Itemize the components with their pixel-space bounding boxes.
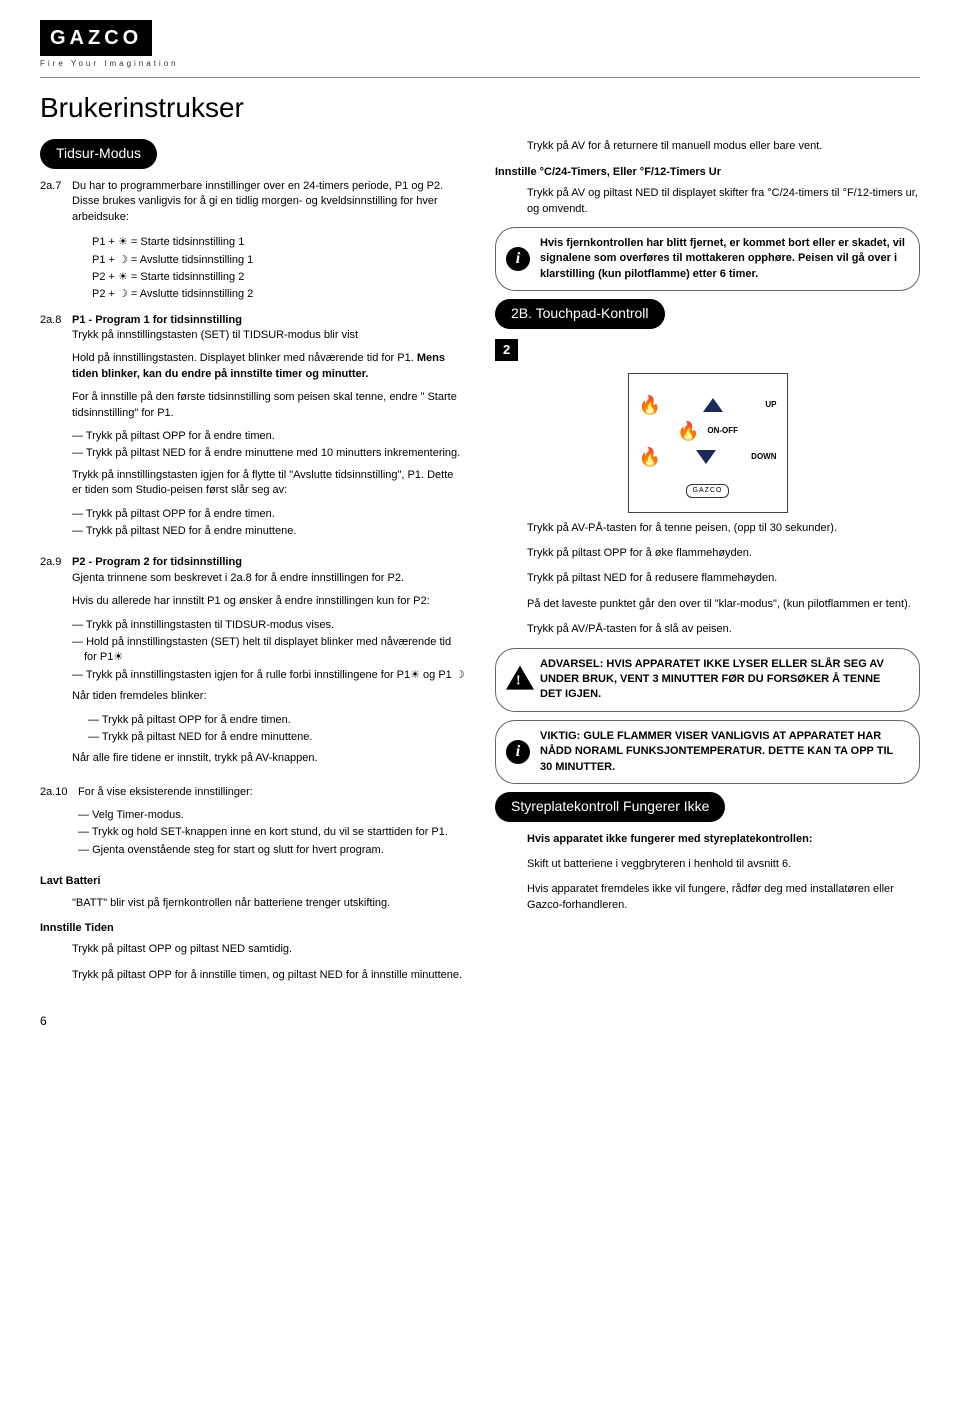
section-2a9: 2a.9 P2 - Program 2 for tidsinnstilling … [40, 555, 465, 774]
paragraph: For å vise eksisterende innstillinger: [78, 785, 465, 800]
prog-line: P2 + ☀ = Starte tidsinnstilling 2 [92, 270, 465, 285]
section-pill-failure: Styreplatekontroll Fungerer Ikke [495, 792, 725, 822]
page-title: Brukerinstrukser [40, 88, 920, 127]
up-label: UP [765, 399, 776, 410]
touchpad-diagram: 🔥 UP 🔥 ON-OFF 🔥 DOWN GAZCO [628, 373, 788, 513]
onoff-label: ON-OFF [707, 425, 738, 436]
paragraph: Skift ut batteriene i veggbryteren i hen… [527, 857, 920, 872]
section-body: Du har to programmerbare innstillinger o… [72, 179, 465, 225]
paragraph: Trykk på AV/PÅ-tasten for å slå av peise… [527, 622, 920, 637]
dash-list: Velg Timer-modus. Trykk og hold SET-knap… [78, 808, 465, 858]
paragraph: Gjenta trinnene som beskrevet i 2a.8 for… [72, 571, 465, 586]
touchpad-brand-label: GAZCO [686, 484, 730, 498]
info-icon: i [506, 247, 530, 271]
touchpad-diagram-wrapper: 2 🔥 UP 🔥 ON-OFF 🔥 DOWN GAZCO [495, 339, 920, 513]
warning-callout: ADVARSEL: HVIS APPARATET IKKE LYSER ELLE… [495, 648, 920, 712]
paragraph: Trykk på AV-PÅ-tasten for å tenne peisen… [527, 521, 920, 536]
paragraph: På det laveste punktet går den over til … [527, 597, 920, 612]
list-item: Velg Timer-modus. [78, 808, 465, 823]
section-2a8: 2a.8 P1 - Program 1 for tidsinnstilling … [40, 313, 465, 546]
paragraph: "BATT" blir vist på fjernkontrollen når … [72, 896, 465, 911]
header: GAZCO Fire Your Imagination [40, 20, 920, 69]
section-body: For å vise eksisterende innstillinger: V… [78, 785, 465, 865]
down-arrow-icon [696, 450, 716, 464]
list-item: Trykk på piltast OPP for å endre timen. [72, 507, 465, 522]
list-item: Trykk på piltast NED for å endre minutte… [72, 446, 465, 461]
subsection-title: P2 - Program 2 for tidsinnstilling [72, 555, 465, 570]
content-columns: Tidsur-Modus 2a.7 Du har to programmerba… [40, 139, 920, 993]
paragraph: Trykk på piltast OPP for å øke flammehøy… [527, 546, 920, 561]
subhead-set-time: Innstille Tiden [40, 921, 465, 936]
paragraph: For å innstille på den første tidsinnsti… [72, 390, 465, 421]
touchpad-onoff-row: 🔥 ON-OFF [639, 422, 777, 440]
touchpad-up-row: 🔥 UP [639, 392, 777, 418]
flame-icon: 🔥 [639, 396, 661, 414]
prog-line: P1 + ☽ = Avslutte tidsinnstilling 1 [92, 253, 465, 268]
list-item: Trykk på piltast OPP for å endre timen. [72, 429, 465, 444]
paragraph: Trykk på piltast NED for å redusere flam… [527, 571, 920, 586]
right-column: Trykk på AV for å returnere til manuell … [495, 139, 920, 993]
list-item: Hold på innstillingstasten (SET) helt ti… [72, 635, 465, 666]
list-item: Trykk på innstillingstasten igjen for å … [72, 668, 465, 683]
paragraph: Hold på innstillingstasten. Displayet bl… [72, 351, 465, 382]
callout-text: Hvis fjernkontrollen har blitt fjernet, … [540, 236, 905, 282]
paragraph: Når alle fire tidene er innstilt, trykk … [72, 751, 465, 766]
section-number: 2a.8 [40, 313, 72, 546]
left-column: Tidsur-Modus 2a.7 Du har to programmerba… [40, 139, 465, 993]
touchpad-down-row: 🔥 DOWN [639, 444, 777, 470]
section-body: P1 - Program 1 for tidsinnstilling Trykk… [72, 313, 465, 546]
callout-text: ADVARSEL: HVIS APPARATET IKKE LYSER ELLE… [540, 657, 905, 703]
paragraph: Trykk på piltast OPP for å innstille tim… [72, 968, 465, 983]
dash-list: Trykk på piltast OPP for å endre timen. … [72, 429, 465, 462]
flame-icon: 🔥 [639, 448, 661, 466]
paragraph: Trykk på innstillingstasten igjen for å … [72, 468, 465, 499]
info-icon: i [506, 740, 530, 764]
list-item: Trykk på innstillingstasten til TIDSUR-m… [72, 618, 465, 633]
paragraph: Når tiden fremdeles blinker: [72, 689, 465, 704]
section-pill-touchpad: 2B. Touchpad-Kontroll [495, 299, 665, 329]
down-label: DOWN [751, 451, 776, 462]
list-item: Gjenta ovenstående steg for start og slu… [78, 843, 465, 858]
section-number: 2a.9 [40, 555, 72, 774]
paragraph: Hvis apparatet fremdeles ikke vil funger… [527, 882, 920, 913]
callout-text: VIKTIG: GULE FLAMMER VISER VANLIGVIS AT … [540, 729, 905, 775]
section-pill-timer: Tidsur-Modus [40, 139, 157, 169]
prog-line: P2 + ☽ = Avslutte tidsinnstilling 2 [92, 287, 465, 302]
subsection-title: P1 - Program 1 for tidsinnstilling [72, 313, 465, 328]
section-number: 2a.10 [40, 785, 78, 865]
diagram-number: 2 [495, 339, 518, 361]
text: Hold på innstillingstasten. Displayet bl… [72, 352, 417, 364]
program-settings-list: P1 + ☀ = Starte tidsinnstilling 1 P1 + ☽… [72, 235, 465, 303]
paragraph: Trykk på piltast OPP og piltast NED samt… [72, 942, 465, 957]
info-callout: i VIKTIG: GULE FLAMMER VISER VANLIGVIS A… [495, 720, 920, 784]
section-2a7: 2a.7 Du har to programmerbare innstillin… [40, 179, 465, 225]
paragraph: Trykk på AV for å returnere til manuell … [527, 139, 920, 154]
up-arrow-icon [703, 398, 723, 412]
paragraph: Hvis apparatet ikke fungerer med styrepl… [527, 832, 920, 847]
paragraph: Hvis du allerede har innstilt P1 og ønsk… [72, 594, 465, 609]
subhead-low-battery: Lavt Batteri [40, 874, 465, 889]
section-number: 2a.7 [40, 179, 72, 225]
paragraph: Trykk på AV og piltast NED til displayet… [527, 186, 920, 217]
list-item: Trykk og hold SET-knappen inne en kort s… [78, 825, 465, 840]
brand-logo: GAZCO [40, 20, 152, 56]
list-item: Trykk på piltast NED for å endre minutte… [88, 730, 465, 745]
paragraph: Trykk på innstillingstasten (SET) til TI… [72, 328, 465, 343]
dash-list: Trykk på innstillingstasten til TIDSUR-m… [72, 618, 465, 684]
dash-list: Trykk på piltast OPP for å endre timen. … [88, 713, 465, 746]
section-body: P2 - Program 2 for tidsinnstilling Gjent… [72, 555, 465, 774]
list-item: Trykk på piltast OPP for å endre timen. [88, 713, 465, 728]
dash-list: Trykk på piltast OPP for å endre timen. … [72, 507, 465, 540]
subhead-cf-timer: Innstille °C/24-Timers, Eller °F/12-Time… [495, 165, 920, 180]
info-callout: i Hvis fjernkontrollen har blitt fjernet… [495, 227, 920, 291]
section-2a10: 2a.10 For å vise eksisterende innstillin… [40, 785, 465, 865]
list-item: Trykk på piltast NED for å endre minutte… [72, 524, 465, 539]
flame-icon: 🔥 [677, 422, 699, 440]
divider [40, 77, 920, 78]
page-number: 6 [40, 1013, 920, 1030]
warning-icon [506, 665, 534, 689]
prog-line: P1 + ☀ = Starte tidsinnstilling 1 [92, 235, 465, 250]
brand-tagline: Fire Your Imagination [40, 58, 920, 69]
